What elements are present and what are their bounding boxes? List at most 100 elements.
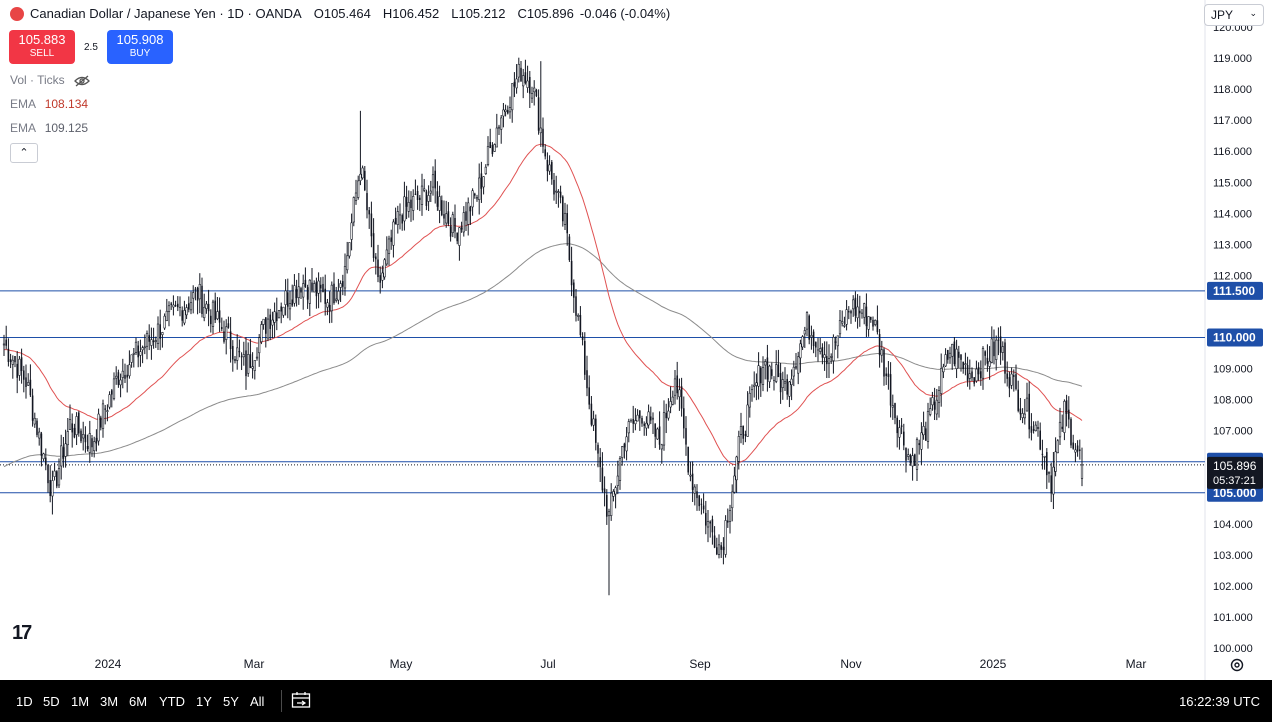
sell-label: SELL [29, 48, 55, 59]
candle-body [788, 381, 791, 397]
range-5d-button[interactable]: 5D [43, 694, 60, 709]
candle-body [599, 457, 601, 468]
candle-body [625, 436, 628, 452]
candle-body [786, 378, 788, 395]
ema-fast-line[interactable] [3, 143, 1083, 466]
candle-body [258, 337, 261, 354]
calendar-range-icon[interactable] [291, 691, 311, 709]
range-3m-button[interactable]: 3M [100, 694, 119, 709]
candle-body [986, 357, 989, 364]
candle-body [515, 78, 518, 89]
candle-body [709, 521, 711, 524]
candle-body [650, 416, 652, 421]
range-1m-button[interactable]: 1M [71, 694, 90, 709]
candle-body [713, 535, 716, 548]
candle-body [520, 67, 522, 82]
candle-body [361, 167, 364, 179]
sell-button[interactable]: 105.883 SELL [9, 30, 75, 64]
y-tick-label: 112.000 [1213, 270, 1252, 282]
candle-body [606, 494, 608, 517]
candle-body [372, 233, 375, 258]
candle-body [727, 520, 729, 523]
candle-body [18, 358, 21, 376]
candle-body [410, 199, 412, 209]
candle-body [253, 360, 256, 371]
candle-body [1043, 455, 1046, 458]
candle-body [610, 492, 613, 516]
candle-body [557, 191, 560, 193]
candle-body [255, 356, 259, 359]
candle-body [856, 306, 859, 319]
candle-body [165, 310, 168, 322]
candle-body [478, 177, 481, 200]
candle-body [419, 197, 421, 200]
range-1d-button[interactable]: 1D [16, 694, 33, 709]
candle-body [304, 279, 307, 287]
utc-clock[interactable]: 16:22:39 UTC [1179, 694, 1260, 709]
range-1y-button[interactable]: 1Y [196, 694, 212, 709]
candle-body [748, 392, 751, 408]
candle-body [399, 214, 401, 216]
candle-body [990, 338, 993, 363]
candle-body [942, 366, 945, 373]
ema-fast-label: EMA [10, 97, 36, 111]
candle-body [1070, 419, 1072, 446]
candle-body [1013, 375, 1015, 377]
candle-body [830, 356, 833, 358]
candle-body [282, 306, 285, 316]
candle-body [62, 447, 65, 459]
candle-body [1010, 373, 1013, 386]
x-tick-label: May [390, 657, 413, 671]
candle-body [693, 486, 696, 494]
range-ytd-button[interactable]: YTD [159, 694, 185, 709]
candle-body [739, 426, 743, 435]
candle-body [416, 190, 419, 200]
candle-body [810, 335, 813, 338]
range-5y-button[interactable]: 5Y [223, 694, 239, 709]
candle-body [627, 421, 630, 434]
y-tick-label: 109.000 [1213, 364, 1253, 376]
candle-body [647, 411, 650, 426]
candle-body [465, 211, 467, 221]
ema-slow-indicator[interactable]: EMA 109.125 [10, 121, 88, 135]
candle-body [878, 334, 881, 356]
gear-icon[interactable] [1229, 657, 1245, 673]
ema-fast-indicator[interactable]: EMA 108.134 [10, 97, 88, 111]
range-6m-button[interactable]: 6M [129, 694, 148, 709]
candle-body [530, 93, 534, 99]
range-all-button[interactable]: All [250, 694, 265, 709]
candle-body [761, 367, 765, 385]
toolbar-divider [281, 690, 282, 712]
candle-body [458, 227, 461, 246]
buy-button[interactable]: 105.908 BUY [107, 30, 173, 64]
volume-indicator[interactable]: Vol · Ticks [10, 73, 90, 87]
candle-body [660, 444, 663, 450]
candle-body [423, 188, 426, 191]
candle-body [73, 427, 76, 438]
candle-body [863, 303, 866, 318]
candle-body [929, 408, 932, 415]
price-chart[interactable]: 100.000 101.000 102.000 103.000 104.000 107.0… [0, 0, 1272, 680]
candle-body [342, 281, 344, 287]
eye-hidden-icon[interactable] [74, 75, 90, 87]
candle-body [71, 423, 73, 433]
tradingview-logo[interactable]: 17 [12, 622, 32, 644]
candle-body [511, 83, 514, 111]
candle-body [522, 75, 525, 87]
candle-body [225, 326, 228, 340]
ema-slow-line[interactable] [3, 243, 1083, 468]
candle-body [181, 310, 183, 321]
collapse-legend-button[interactable]: ⌃ [10, 143, 38, 163]
candle-body [40, 433, 43, 456]
candle-body [25, 377, 27, 387]
y-tick-label: 103.000 [1213, 550, 1253, 562]
candle-body [724, 520, 727, 555]
candle-body [1076, 445, 1079, 452]
candle-body [420, 185, 424, 205]
candle-body [907, 454, 910, 457]
currency-select[interactable]: JPY ⌄ [1204, 4, 1264, 26]
candle-body [308, 279, 311, 304]
symbol-title[interactable]: Canadian Dollar / Japanese Yen · 1D · OA… [30, 6, 302, 21]
candle-body [533, 87, 536, 93]
sell-price: 105.883 [18, 32, 66, 47]
